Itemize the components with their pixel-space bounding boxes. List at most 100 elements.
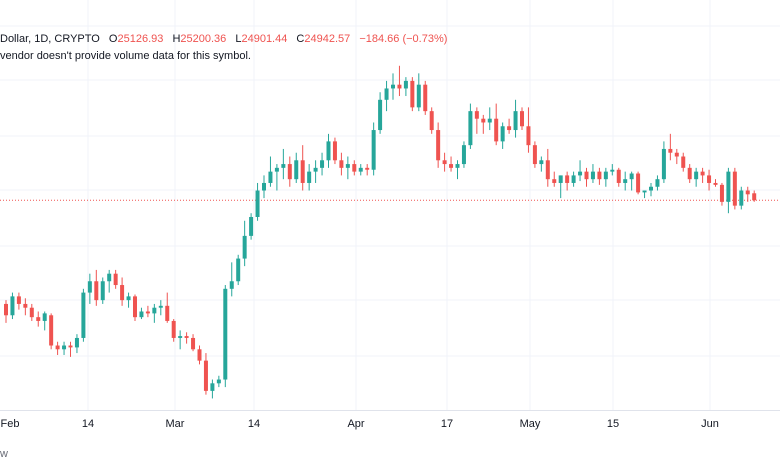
high-label: H <box>172 33 181 45</box>
ohlc-legend: Dollar, 1D, CRYPTO O25126.93 H25200.36 L… <box>0 33 447 45</box>
candle <box>732 167 737 210</box>
candle <box>242 220 247 267</box>
candle-body <box>416 84 421 108</box>
candle <box>332 137 337 165</box>
candle-body <box>371 130 376 170</box>
candle <box>107 269 112 293</box>
candle-body <box>139 311 144 318</box>
candle-body <box>4 303 8 316</box>
candle <box>707 169 712 191</box>
candle-body <box>481 118 486 123</box>
candle <box>545 148 550 187</box>
candle <box>713 179 718 187</box>
candle-body <box>55 345 60 350</box>
candle <box>55 341 60 355</box>
candle <box>642 190 647 199</box>
candle-body <box>178 336 183 338</box>
candle-body <box>507 126 512 131</box>
candle <box>145 305 150 318</box>
x-tick-label: 14 <box>247 418 261 430</box>
low-label: L <box>235 33 242 45</box>
candle <box>81 288 86 342</box>
candle-body <box>500 126 505 142</box>
candle <box>371 122 376 176</box>
candle-body <box>203 360 208 391</box>
candle <box>558 175 563 199</box>
candle <box>229 262 234 297</box>
x-tick-label: Feb <box>0 418 20 430</box>
candle <box>133 294 137 321</box>
candle-body <box>171 320 176 338</box>
candle-body <box>294 160 299 180</box>
candle-body <box>352 164 357 172</box>
candle <box>584 167 589 187</box>
candle <box>352 160 357 176</box>
candle <box>442 152 447 172</box>
candle-body <box>287 164 292 180</box>
candle <box>429 107 434 134</box>
candle-body <box>455 164 460 168</box>
candle-body <box>597 171 602 180</box>
candle <box>120 277 125 306</box>
candle-body <box>29 307 34 318</box>
candle <box>87 273 92 304</box>
candle-body <box>94 281 99 301</box>
candle <box>500 122 505 149</box>
candle-body <box>268 171 273 183</box>
candle-body <box>610 169 615 172</box>
candle-body <box>391 84 395 89</box>
candle <box>623 171 628 191</box>
candle-body <box>255 190 260 217</box>
candle-body <box>397 84 402 89</box>
candle-body <box>520 111 524 127</box>
candle-body <box>649 186 653 191</box>
candle <box>126 292 131 308</box>
close-value: 24942.57 <box>304 33 351 45</box>
candle <box>616 167 621 187</box>
symbol-label: Dollar, 1D, CRYPTO <box>0 33 100 45</box>
candle <box>184 332 189 344</box>
candle <box>378 92 383 134</box>
candle <box>461 141 466 168</box>
x-tick-label: 15 <box>606 418 620 430</box>
candle-body <box>642 190 647 193</box>
candle-body <box>636 173 641 193</box>
candle-body <box>133 296 137 318</box>
candle <box>152 303 157 323</box>
candle <box>636 171 641 195</box>
candle <box>481 114 486 134</box>
candle <box>36 311 41 327</box>
candle-body <box>603 171 608 180</box>
candle <box>739 186 744 210</box>
candle-body <box>384 88 389 100</box>
candle <box>100 277 105 304</box>
candle <box>113 269 118 289</box>
candle <box>513 99 518 138</box>
candle-body <box>436 130 441 161</box>
candle-body <box>262 182 266 191</box>
candle-body <box>126 296 131 301</box>
candle-body <box>242 235 247 259</box>
candle-body <box>313 167 318 172</box>
low-value: 24901.44 <box>241 33 288 45</box>
candle <box>590 164 595 183</box>
candle <box>397 65 402 97</box>
candle-body <box>578 171 583 176</box>
candle-body <box>81 292 86 338</box>
candle <box>94 269 99 306</box>
candle-body <box>539 160 544 165</box>
candle-body <box>236 258 241 282</box>
candle-body <box>571 175 576 183</box>
candle <box>668 133 673 161</box>
candle <box>10 292 15 320</box>
candle-body <box>145 311 150 314</box>
candle-body <box>655 179 660 187</box>
candle-body <box>210 383 215 391</box>
candle-body <box>378 99 383 131</box>
candle <box>339 152 344 176</box>
candle-body <box>745 190 750 195</box>
candle-body <box>100 281 105 301</box>
candle <box>268 156 273 187</box>
candle-body <box>629 173 634 180</box>
